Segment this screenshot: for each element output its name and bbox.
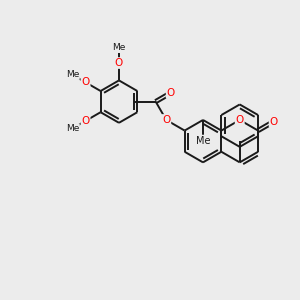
Text: Me: Me <box>66 124 79 133</box>
Text: Me: Me <box>196 136 210 146</box>
Text: O: O <box>115 58 123 68</box>
Text: O: O <box>81 77 90 87</box>
Text: Me: Me <box>66 70 79 79</box>
Text: O: O <box>167 88 175 98</box>
Text: O: O <box>270 117 278 127</box>
Text: O: O <box>81 116 90 126</box>
Text: O: O <box>236 115 244 125</box>
Text: Me: Me <box>112 43 126 52</box>
Text: O: O <box>162 115 170 125</box>
